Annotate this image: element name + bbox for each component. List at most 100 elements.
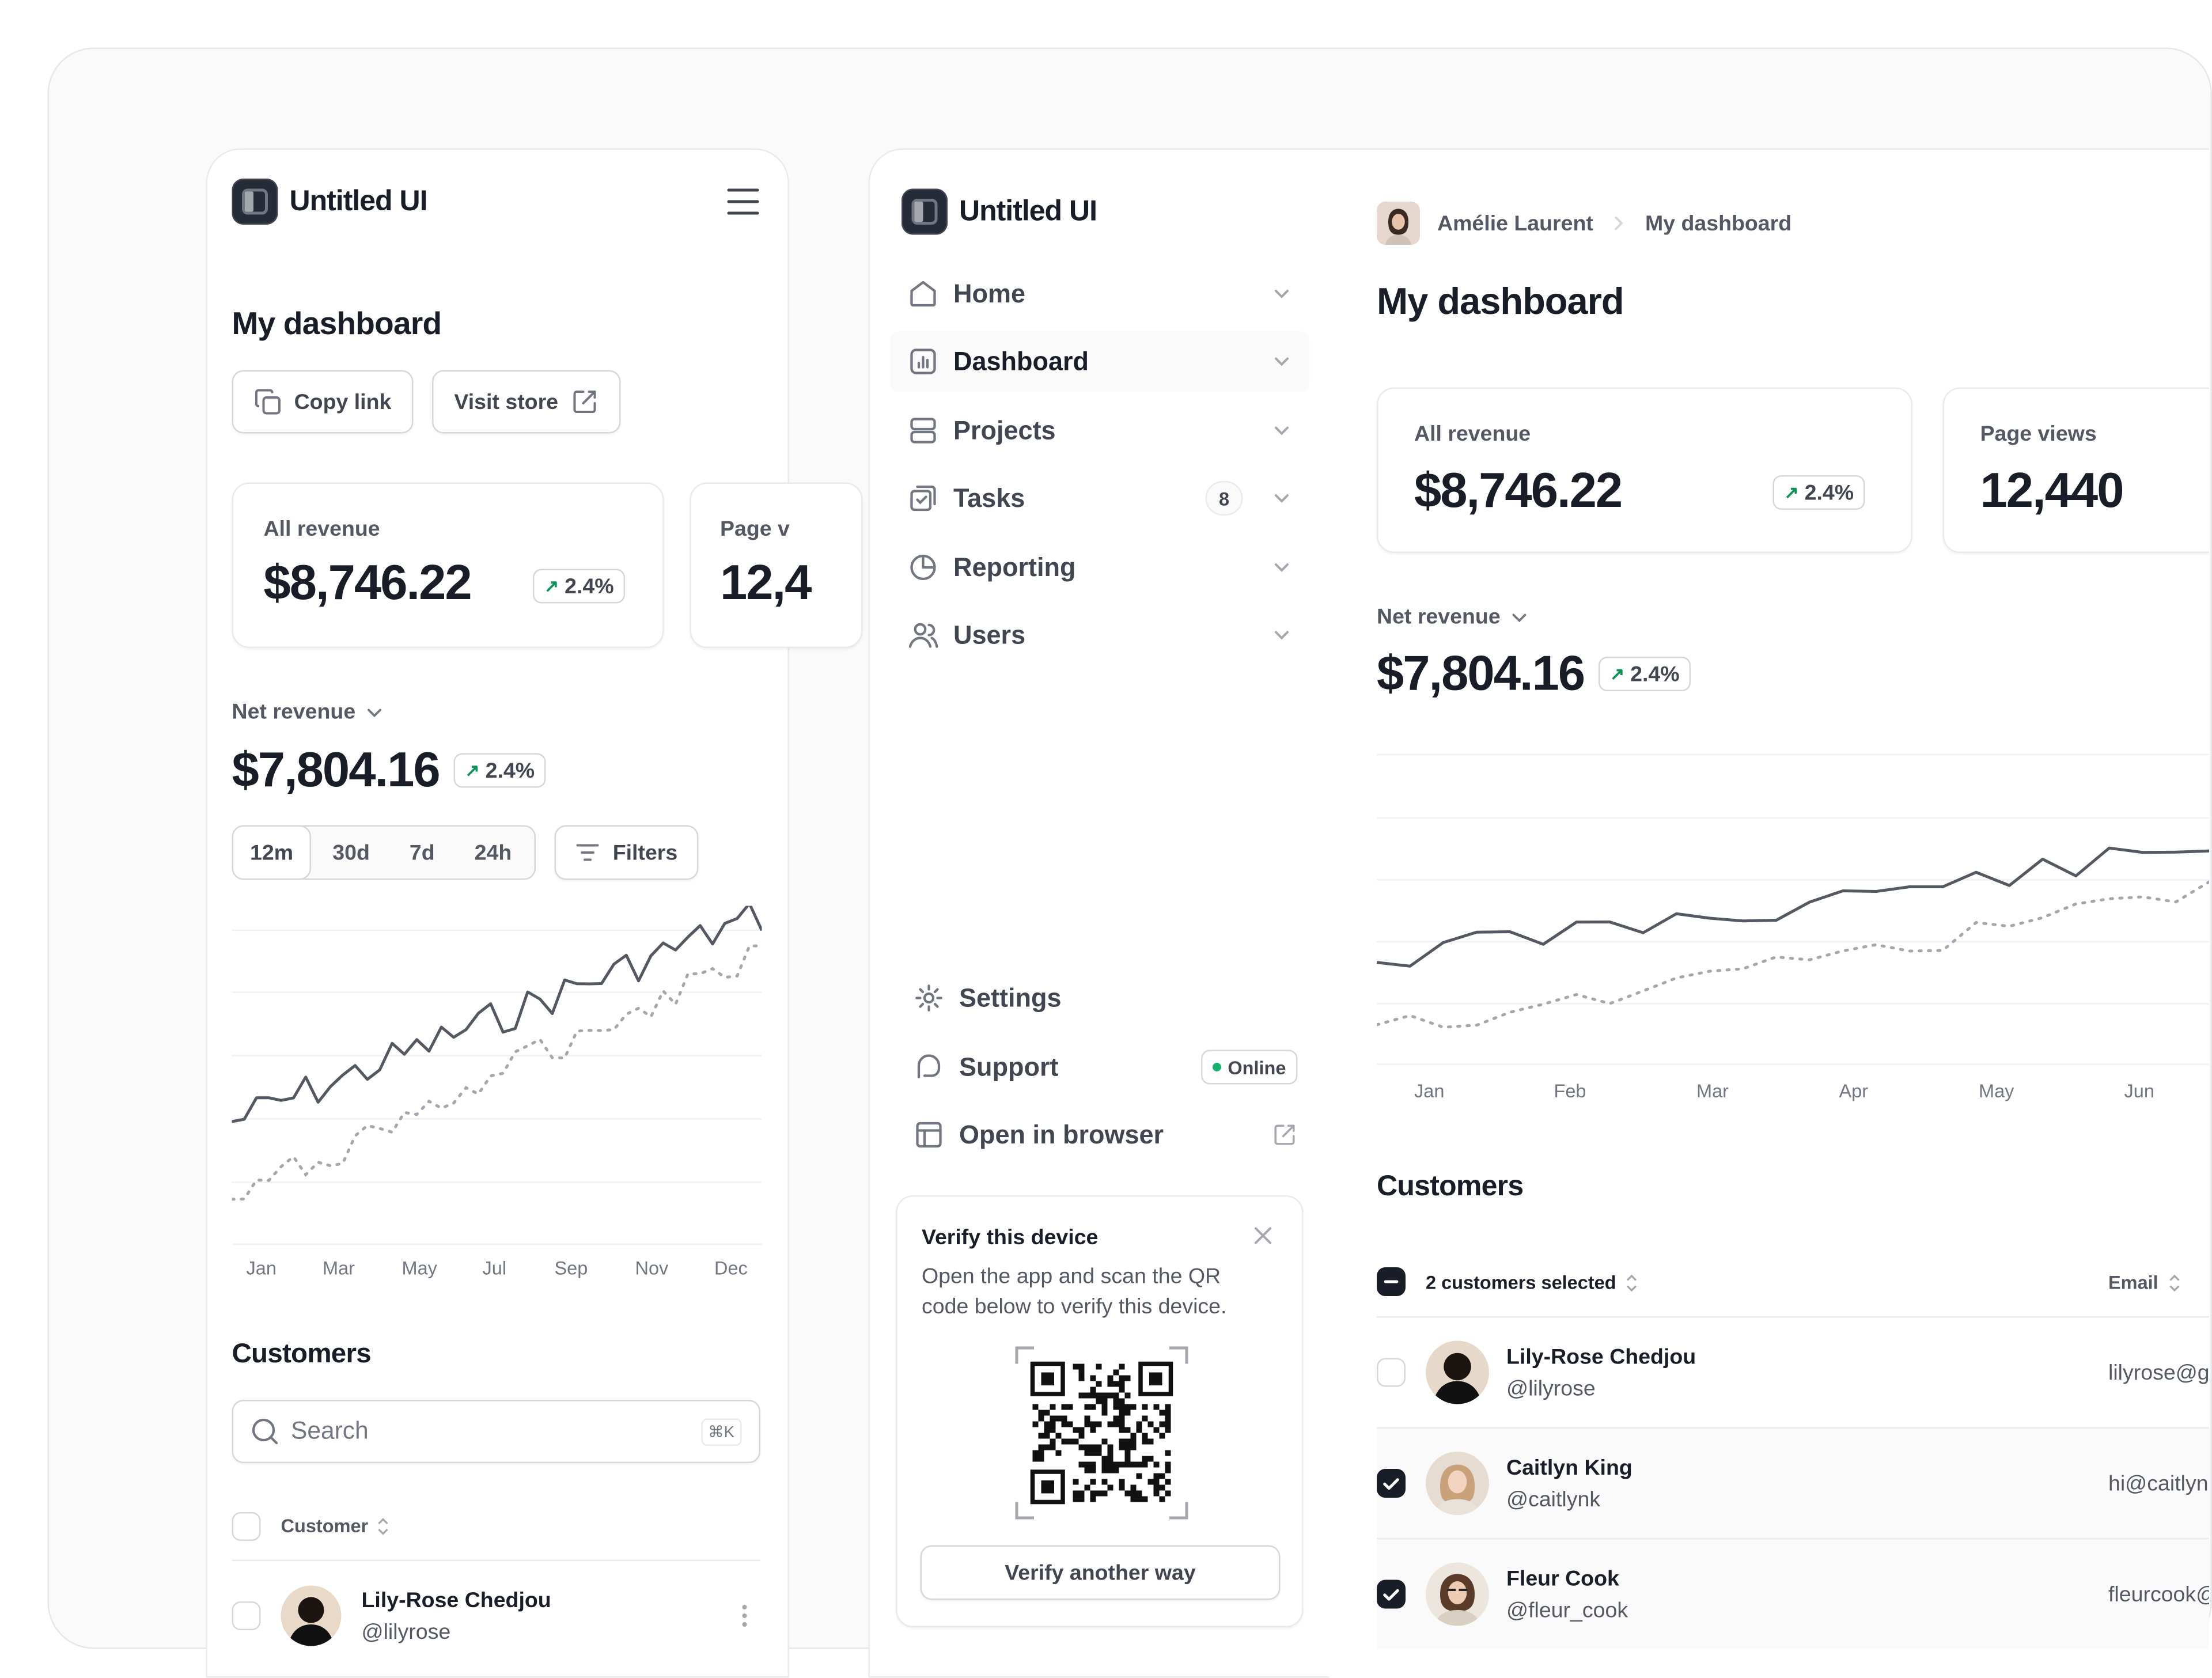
selection-header[interactable]: 2 customers selected: [1426, 1272, 1639, 1294]
nav-item-support[interactable]: Support Online: [896, 1037, 1315, 1097]
page-title: My dashboard: [232, 305, 442, 343]
support-icon: [913, 1051, 945, 1083]
nav-item-reporting[interactable]: Reporting: [890, 537, 1309, 598]
range-12m[interactable]: 12m: [232, 825, 312, 880]
more-vertical-icon[interactable]: [740, 1603, 749, 1629]
avatar: [1426, 1341, 1489, 1404]
nav-item-settings[interactable]: Settings: [896, 968, 1315, 1028]
mobile-revenue-chart: [232, 906, 762, 1259]
select-all-checkbox[interactable]: [1377, 1267, 1406, 1296]
avatar: [1426, 1452, 1489, 1515]
x-label-may: May: [402, 1257, 437, 1279]
brand-logo[interactable]: Untitled UI: [232, 179, 427, 225]
online-status-badge: Online: [1200, 1050, 1298, 1085]
brand-logo[interactable]: Untitled UI: [902, 189, 1097, 235]
nav-item-tasks[interactable]: Tasks 8: [890, 468, 1309, 529]
qr-code: [1016, 1347, 1188, 1520]
visit-store-button[interactable]: Visit store: [432, 370, 621, 434]
row-checkbox[interactable]: [232, 1601, 261, 1630]
net-revenue-dropdown[interactable]: Net revenue: [232, 700, 385, 725]
row-checkbox[interactable]: [1377, 1469, 1406, 1498]
customers-title: Customers: [1377, 1171, 1523, 1204]
breadcrumb-user[interactable]: Amélie Laurent: [1437, 211, 1593, 236]
verify-title: Verify this device: [922, 1226, 1098, 1251]
row-checkbox[interactable]: [1377, 1580, 1406, 1609]
nav-item-label: Reporting: [953, 552, 1076, 583]
verify-another-way-button[interactable]: Verify another way: [921, 1546, 1281, 1600]
nav-item-label: Settings: [959, 983, 1062, 1013]
row-divider: [232, 1560, 761, 1562]
arrow-up-right-icon: ↗: [465, 760, 480, 781]
customer-email: fleurcook@: [2108, 1583, 2209, 1608]
net-revenue-value: $7,804.16: [1377, 647, 1584, 703]
sidebar: Untitled UI Home Dashboard Projects Task…: [869, 149, 1330, 1678]
nav-item-open-in-browser[interactable]: Open in browser: [896, 1105, 1315, 1165]
revenue-card: All revenue $8,746.22 ↗ 2.4%: [232, 483, 664, 649]
pie-chart-icon: [907, 552, 939, 584]
filters-button[interactable]: Filters: [555, 825, 699, 880]
pageviews-label: Page v: [720, 517, 790, 542]
revenue-value: $8,746.22: [1414, 464, 1622, 520]
mobile-panel: Untitled UI My dashboard Copy link Visit…: [206, 149, 790, 1678]
customer-name: Caitlyn King: [1506, 1456, 1633, 1481]
chevron-down-icon: [1272, 488, 1292, 509]
customer-column-header[interactable]: Customer: [281, 1515, 390, 1537]
x-label-mar: Mar: [1696, 1080, 1729, 1102]
external-link-icon: [1272, 1122, 1298, 1148]
layers-icon: [907, 415, 939, 446]
net-revenue-value: $7,804.16: [232, 743, 440, 800]
customers-title: Customers: [232, 1339, 371, 1371]
nav-item-users[interactable]: Users: [890, 605, 1309, 665]
nav-item-label: Dashboard: [953, 346, 1089, 377]
range-30d[interactable]: 30d: [310, 827, 392, 878]
copy-icon: [254, 388, 283, 416]
chevron-down-icon: [1272, 558, 1292, 578]
pageviews-card-partial: Page v 12,4: [690, 483, 863, 649]
customer-name: Fleur Cook: [1506, 1567, 1619, 1592]
check-square-icon: [907, 483, 939, 514]
copy-link-label: Copy link: [294, 389, 392, 414]
copy-link-button[interactable]: Copy link: [232, 370, 414, 434]
breadcrumb-page[interactable]: My dashboard: [1645, 211, 1791, 236]
x-label-feb: Feb: [1554, 1080, 1586, 1102]
visit-store-label: Visit store: [454, 389, 558, 414]
table-row[interactable]: Fleur Cook @fleur_cook fleurcook@: [1377, 1540, 2209, 1649]
chevron-down-icon: [1272, 284, 1292, 304]
range-7d[interactable]: 7d: [392, 827, 452, 878]
nav-item-home[interactable]: Home: [890, 264, 1309, 324]
nav-item-dashboard[interactable]: Dashboard: [890, 331, 1309, 392]
online-dot-icon: [1212, 1063, 1221, 1071]
customer-email: hi@caitlyn: [2108, 1472, 2209, 1497]
customer-handle: @lilyrose: [362, 1620, 451, 1645]
arrow-up-right-icon: ↗: [1785, 483, 1799, 503]
nav-item-label: Projects: [953, 415, 1056, 446]
search-placeholder: Search: [291, 1417, 369, 1446]
table-row[interactable]: Lily-Rose Chedjou @lilyrose lilyrose@g: [1377, 1318, 2209, 1427]
close-icon[interactable]: [1252, 1224, 1275, 1247]
avatar: [281, 1586, 342, 1646]
desktop-revenue-chart: [1377, 752, 2209, 1069]
revenue-value: $8,746.22: [264, 556, 471, 612]
bar-chart-icon: [907, 346, 939, 377]
chevron-right-icon: [1611, 215, 1628, 232]
tasks-count-badge: 8: [1206, 481, 1243, 516]
home-icon: [907, 278, 939, 310]
revenue-label: All revenue: [1414, 422, 1531, 447]
logo-mark-icon: [902, 189, 948, 235]
email-column-header[interactable]: Email: [2108, 1272, 2181, 1294]
menu-icon[interactable]: [726, 187, 760, 216]
browser-icon: [913, 1119, 945, 1151]
net-revenue-dropdown[interactable]: Net revenue: [1377, 605, 1529, 630]
row-checkbox[interactable]: [1377, 1358, 1406, 1387]
nav-item-projects[interactable]: Projects: [890, 400, 1309, 461]
select-all-checkbox[interactable]: [232, 1512, 261, 1541]
nav-item-label: Support: [959, 1052, 1059, 1082]
pageviews-value: 12,440: [1980, 464, 2123, 520]
range-selector: 12m 30d 7d 24h: [232, 825, 536, 880]
search-input[interactable]: Search ⌘K: [232, 1400, 761, 1463]
range-24h[interactable]: 24h: [452, 827, 535, 878]
chevron-down-icon: [364, 702, 384, 722]
net-revenue-change: 2.4%: [1630, 662, 1680, 687]
table-row[interactable]: Caitlyn King @caitlynk hi@caitlyn: [1377, 1429, 2209, 1538]
user-avatar[interactable]: [1377, 202, 1420, 245]
